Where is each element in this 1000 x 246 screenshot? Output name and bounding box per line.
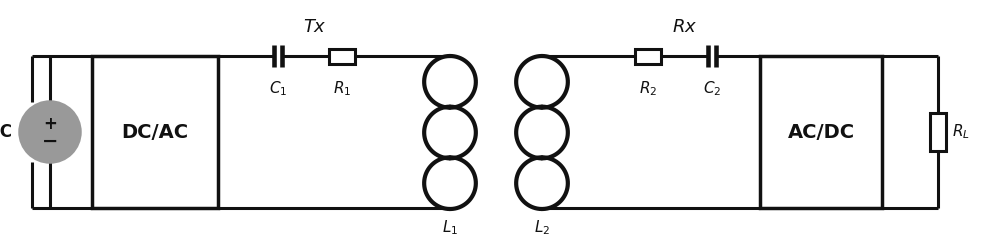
Text: $R_2$: $R_2$ (639, 79, 657, 98)
Text: $Rx$: $Rx$ (672, 18, 698, 36)
Text: AC/DC: AC/DC (787, 123, 855, 141)
Bar (760, 56, 882, 208)
Bar (930, 113, 946, 151)
Text: $L_2$: $L_2$ (534, 218, 550, 237)
Text: DC: DC (0, 123, 12, 141)
Circle shape (20, 102, 80, 162)
Text: $R_1$: $R_1$ (333, 79, 351, 98)
Bar (329, 48, 355, 63)
Text: $Tx$: $Tx$ (303, 18, 327, 36)
Bar (92, 56, 218, 208)
Text: $R_L$: $R_L$ (952, 123, 970, 141)
Bar (635, 48, 661, 63)
Text: DC/AC: DC/AC (121, 123, 189, 141)
Text: $C_2$: $C_2$ (703, 79, 721, 98)
Text: $L_1$: $L_1$ (442, 218, 458, 237)
Text: +: + (43, 115, 57, 133)
Text: −: − (42, 132, 58, 151)
Text: $C_1$: $C_1$ (269, 79, 287, 98)
